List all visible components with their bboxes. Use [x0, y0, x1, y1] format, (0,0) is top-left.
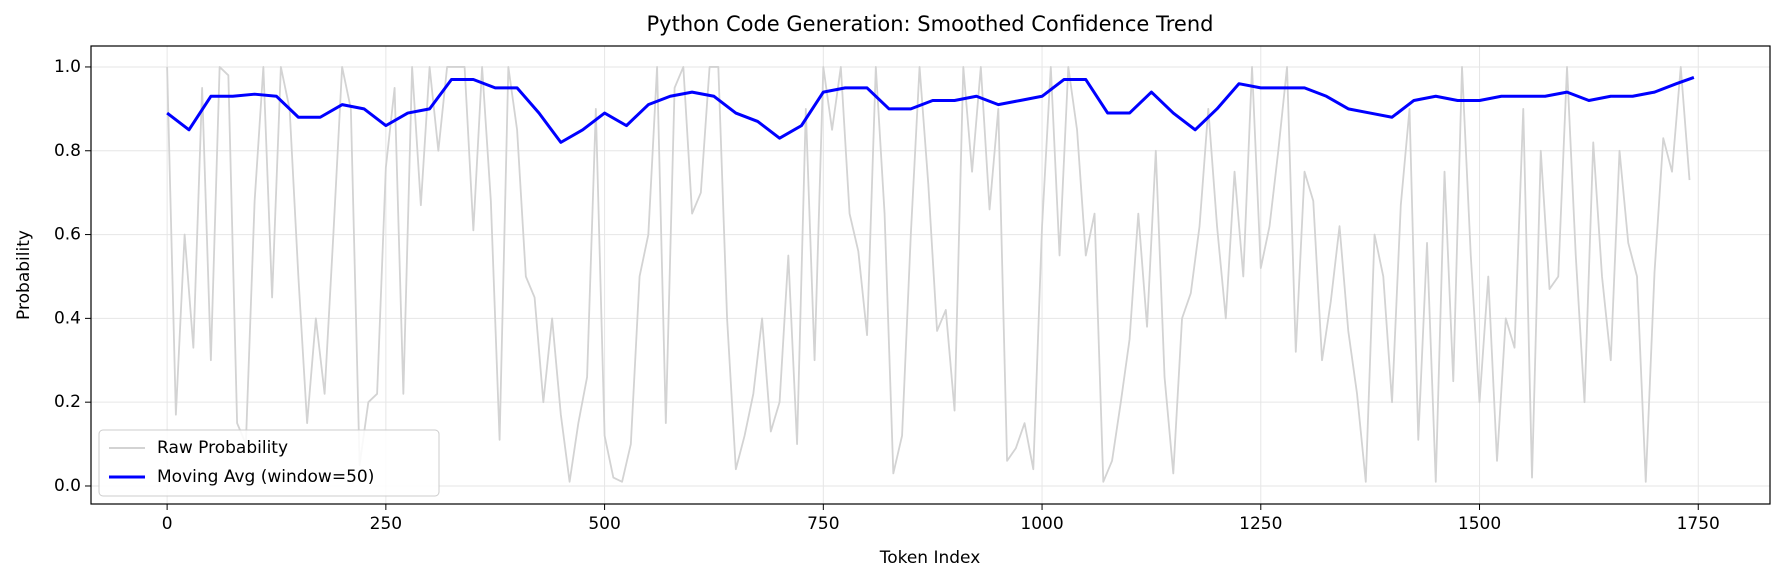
y-tick-label: 0.4	[54, 308, 81, 328]
y-tick-label: 1.0	[54, 57, 81, 77]
legend-label: Moving Avg (window=50)	[157, 467, 374, 487]
x-tick-label: 0	[162, 514, 173, 534]
legend-box	[98, 429, 440, 497]
x-tick-label: 1500	[1458, 514, 1501, 534]
y-tick-label: 0.0	[54, 476, 81, 496]
y-tick-label: 0.8	[54, 141, 81, 161]
y-tick-label: 0.2	[54, 392, 81, 412]
x-tick-label: 500	[588, 514, 620, 534]
y-axis-label: Probability	[14, 230, 34, 320]
x-tick-label: 1250	[1239, 514, 1282, 534]
x-tick-label: 750	[807, 514, 839, 534]
line-series	[166, 76, 1695, 144]
x-tick-label: 1750	[1677, 514, 1720, 534]
x-axis-label: Token Index	[879, 548, 981, 568]
x-tick-label: 1000	[1020, 514, 1063, 534]
x-tick-label: 250	[370, 514, 402, 534]
chart-title: Python Code Generation: Smoothed Confide…	[647, 12, 1214, 36]
legend-label: Raw Probability	[157, 438, 288, 458]
y-tick-label: 0.6	[54, 225, 81, 245]
line-series	[166, 66, 1691, 483]
plot-frame	[90, 45, 1771, 505]
